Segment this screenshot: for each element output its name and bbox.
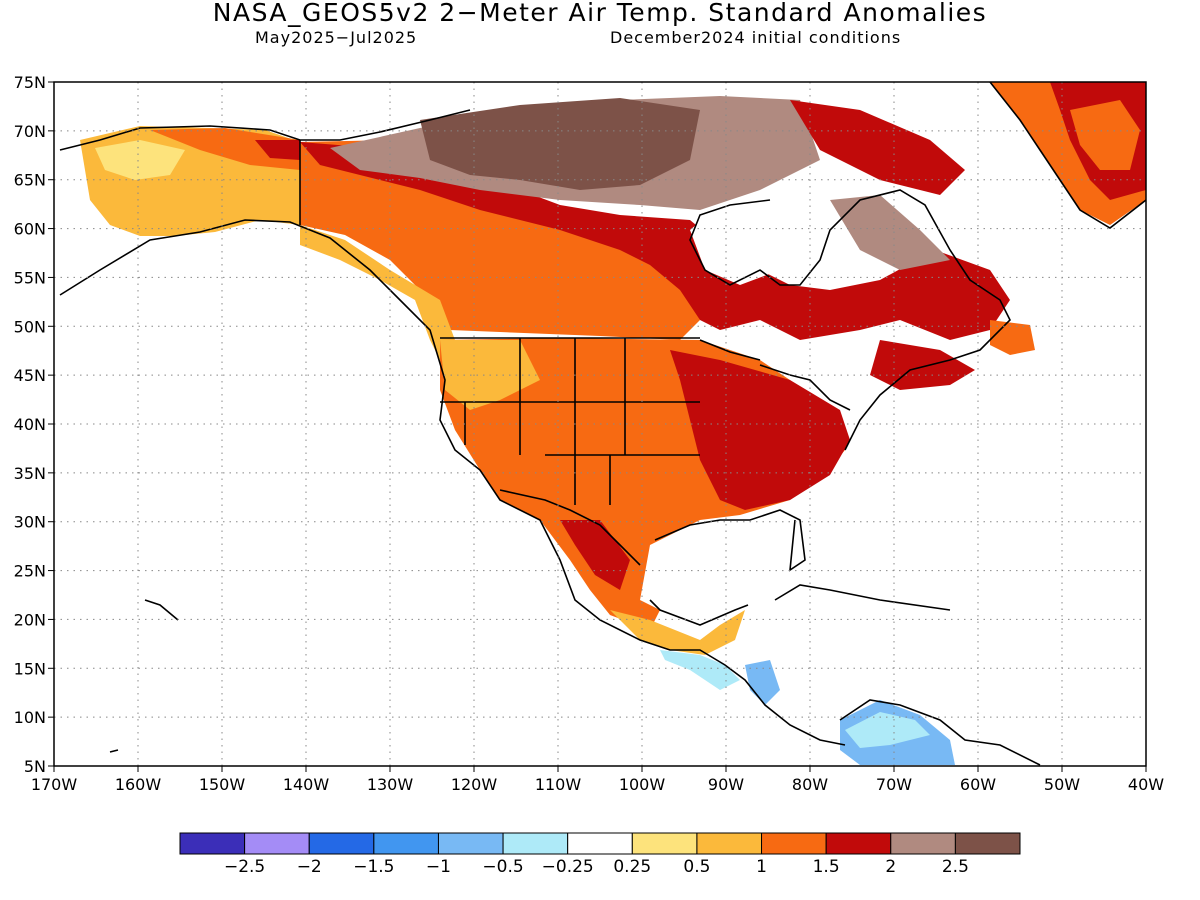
colorbar-swatch — [437, 832, 504, 855]
lat-label: 25N — [14, 562, 46, 581]
colorbar-swatch — [825, 832, 892, 855]
colorbar-label: 0.5 — [683, 857, 711, 877]
lat-label: 55N — [14, 268, 46, 287]
colorbar-swatch — [954, 832, 1021, 855]
lon-label: 140W — [283, 775, 330, 794]
lat-label: 15N — [14, 659, 46, 678]
colorbar-label: 1.5 — [812, 857, 840, 877]
lon-label: 120W — [451, 775, 498, 794]
map-title: NASA_GEOS5v2 2−Meter Air Temp. Standard … — [212, 0, 988, 27]
lat-label: 30N — [14, 513, 46, 532]
lat-label: 5N — [24, 757, 46, 776]
colorbar-label: 0.25 — [613, 857, 652, 877]
colorbar-swatch — [567, 832, 633, 855]
colorbar-label: 2.5 — [941, 857, 969, 877]
lat-label: 70N — [14, 122, 46, 141]
lat-label: 10N — [14, 708, 46, 727]
lat-label: 50N — [14, 317, 46, 336]
colorbar-swatch — [890, 832, 956, 855]
colorbar-label: 1 — [756, 857, 767, 877]
colorbar-swatch — [179, 832, 246, 855]
lon-label: 70W — [876, 775, 912, 794]
lon-label: 80W — [792, 775, 828, 794]
colorbar-swatch — [502, 832, 569, 855]
colorbar-swatch — [308, 832, 375, 855]
lat-label: 35N — [14, 464, 46, 483]
lat-label: 40N — [14, 415, 46, 434]
lon-label: 160W — [115, 775, 162, 794]
lat-label: 20N — [14, 610, 46, 629]
lon-label: 100W — [619, 775, 666, 794]
colorbar-swatch — [761, 832, 827, 855]
axis-ticks — [48, 81, 1147, 772]
forecast-period: May2025−Jul2025 — [255, 28, 418, 47]
lat-label: 60N — [14, 220, 46, 239]
lat-label: 75N — [14, 73, 46, 92]
lat-label: 45N — [14, 366, 46, 385]
initial-conditions: December2024 initial conditions — [610, 28, 902, 47]
colorbar-label: −2.5 — [223, 857, 266, 877]
lon-label: 130W — [367, 775, 414, 794]
lon-label: 170W — [31, 775, 78, 794]
lat-label: 65N — [14, 171, 46, 190]
colorbar-label: −1.5 — [353, 857, 395, 877]
lon-label: 90W — [708, 775, 744, 794]
colorbar-swatch — [696, 832, 763, 855]
lon-label: 40W — [1128, 775, 1164, 794]
lon-label: 110W — [535, 775, 582, 794]
colorbar-label: −0.25 — [541, 857, 594, 877]
colorbar-label: −1 — [425, 857, 451, 877]
lon-label: 150W — [199, 775, 246, 794]
longitude-labels: 170W 160W 150W 140W 130W 120W 110W 100W 90W 80W 70… — [31, 775, 1164, 794]
colorbar-swatch — [373, 832, 439, 855]
lon-label: 50W — [1044, 775, 1080, 794]
lat-lon-grid — [54, 82, 1146, 766]
latitude-labels: 75N 70N 65N 60N 55N 50N 45N 40N 35N 30N 25N 20N 15N 1… — [14, 73, 46, 776]
coastlines — [59, 82, 1146, 766]
colorbar-swatch — [244, 832, 310, 855]
colorbar-swatch — [631, 832, 698, 855]
lon-label: 60W — [960, 775, 996, 794]
colorbar-label: −2 — [296, 857, 322, 877]
colorbar — [179, 832, 1021, 855]
colorbar-label: −0.5 — [482, 857, 524, 877]
colorbar-label: 2 — [885, 857, 897, 877]
